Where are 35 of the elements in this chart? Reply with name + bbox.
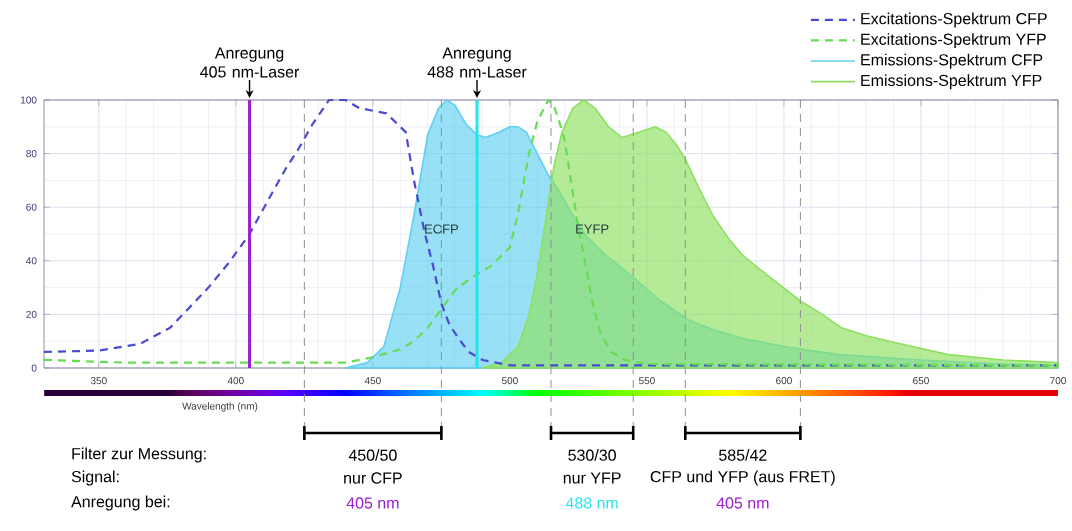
y-tick-label: 20 [26,310,37,318]
text: nur YFP [563,472,621,484]
text: 488 nm [565,497,618,509]
text: Anregung bei: [71,495,170,511]
text: Filter zur Messung: [72,447,206,463]
y-tick-label: 40 [26,257,37,265]
text: 585/42 [719,449,767,461]
legend-label: Emissions-Spektrum YFP [861,74,1042,90]
x-tick-label: 650 [913,377,929,385]
annotation: ECFP [425,224,459,234]
legend-label: Excitations-Spektrum CFP [861,12,1047,28]
annotation: EYFP [576,224,609,234]
text: nur CFP [344,472,402,484]
x-tick-label: 400 [227,377,244,385]
text: CFP und YFP (aus FRET) [650,470,835,486]
text: 530/30 [568,449,616,461]
text: 405 nm [716,497,769,509]
x-tick-label: 700 [1050,377,1066,385]
y-tick-label: 0 [31,364,37,372]
text: Wavelength (nm) [182,402,258,412]
text: Signal: [71,470,119,486]
text: 450/50 [348,449,397,461]
text: 405 nm [346,497,399,509]
x-tick-label: 450 [364,377,381,385]
y-tick-label: 80 [26,150,37,158]
y-tick-label: 60 [26,203,37,211]
x-tick-label: 600 [776,377,792,385]
ref-line-label: Anregung 488 nm-Laser [427,47,527,78]
x-tick-label: 500 [501,377,518,385]
legend-label: Excitations-Spektrum YFP [861,33,1046,49]
legend-label: Emissions-Spektrum CFP [861,53,1043,69]
ref-line-label: Anregung 405 nm-Laser [200,47,300,78]
x-tick-label: 350 [90,377,107,385]
x-tick-label: 550 [638,377,655,385]
y-tick-label: 100 [21,96,37,104]
